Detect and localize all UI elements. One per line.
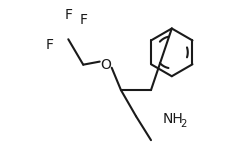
Text: NH: NH [162, 112, 183, 126]
Text: O: O [100, 58, 111, 72]
Text: 2: 2 [180, 119, 187, 129]
Text: F: F [79, 13, 87, 27]
Text: F: F [64, 8, 72, 22]
Text: F: F [46, 38, 54, 52]
